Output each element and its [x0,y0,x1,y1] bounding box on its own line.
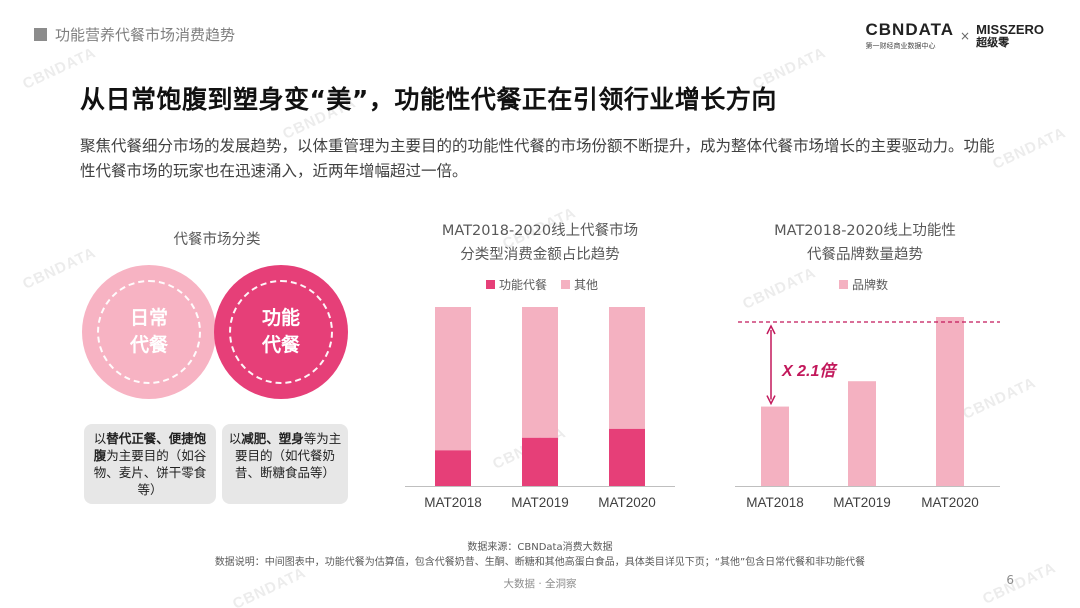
chart1-bar-functional [609,428,645,486]
chart2-title-line1: MAT2018-2020线上功能性 [774,223,956,239]
growth-annotation: X 2.1倍 [781,362,838,380]
circle-functional-meal-replacement: 功能代餐 [214,265,348,399]
data-source: 数据来源：CBNData消费大数据 [467,542,613,553]
misszero-logo-subtitle: 超级零 [976,35,1010,49]
dashed-ring [97,280,201,384]
legend-item: 其他 [561,276,598,293]
chart2-bar [936,317,964,486]
chart1-title-line1: MAT2018-2020线上代餐市场 [441,223,639,239]
chart1-x-tick-label: MAT2018 [424,495,482,510]
chart1-title-line2: 分类型消费金额占比趋势 [460,247,620,263]
legend-label: 其他 [574,278,599,292]
section-tag: 功能营养代餐市场消费趋势 [34,24,235,45]
legend-item: 品牌数 [839,276,888,293]
chart2-x-tick-label: MAT2020 [921,495,979,510]
legend-item: 功能代餐 [486,276,547,293]
legend-label: 品牌数 [852,278,889,292]
logo-group: CBNDATA 第一财经商业数据中心 × MISSZERO 超级零 [866,20,1045,51]
chart1-bar-other [435,307,471,451]
chart2-x-tick-label: MAT2018 [746,495,804,510]
dashed-ring [229,280,333,384]
chart1-legend: 功能代餐 其他 [486,276,612,293]
footer-slogan: 大数据 · 全洞察 [503,578,577,590]
box-text: 以 [228,431,242,446]
chart2-x-tick-label: MAT2019 [833,495,891,510]
logo-separator: × [960,28,971,43]
page-description: 聚焦代餐细分市场的发展趋势，以体重管理为主要目的的功能性代餐的市场份额不断提升，… [80,137,995,180]
circle-right-label: 功能代餐 [261,307,300,356]
chart1-title: MAT2018-2020线上代餐市场 分类型消费金额占比趋势 [400,219,680,267]
data-explanation: 数据说明：中间图表中，功能代餐为估算值，包含代餐奶昔、生酮、断糖和其他高蛋白食品… [214,557,866,568]
description-box-functional: 以减肥、塑身等为主要目的（如代餐奶昔、断糖食品等） [222,424,348,504]
page-number: 6 [1006,573,1014,587]
legend-swatch [561,280,571,289]
box-bold-text: 减肥、塑身 [241,431,304,446]
chart1-x-tick-label: MAT2020 [598,495,656,510]
chart2-bar [761,406,789,486]
cbndata-logo-subtitle: 第一财经商业数据中心 [865,42,936,50]
box-text: 等为主要目的（如代餐奶昔、断糖食品等） [234,431,342,480]
misszero-logo: MISSZERO 超级零 [976,21,1044,49]
legend-swatch [486,280,495,289]
section-square-icon [34,28,47,41]
page-title: 从日常饱腹到塑身变“美”，功能性代餐正在引领行业增长方向 [80,85,777,114]
chart2-legend: 品牌数 [839,276,902,293]
circle-daily-meal-replacement: 日常代餐 [82,265,216,399]
misszero-logo-text: MISSZERO [976,21,1044,37]
chart1-bar-functional [435,450,471,486]
box-text: 为主要目的（如谷物、麦片、饼干零食等） [93,448,207,497]
section-label: 功能营养代餐市场消费趋势 [55,26,236,44]
classification-title: 代餐市场分类 [173,232,261,248]
cbndata-logo: CBNDATA 第一财经商业数据中心 [866,20,955,51]
chart1-bar-other [522,307,558,438]
legend-label: 功能代餐 [499,278,548,292]
chart2-bar [848,381,876,486]
chart1-bar-functional [522,437,558,486]
box-bold-text: 替代正餐、便捷饱腹 [93,431,207,463]
description-box-daily: 以替代正餐、便捷饱腹为主要目的（如谷物、麦片、饼干零食等） [84,424,216,504]
cbndata-logo-text: CBNDATA [865,20,955,39]
legend-swatch [839,280,848,289]
circle-left-label: 日常代餐 [129,307,168,356]
growth-arrow-down-icon [766,395,776,406]
chart1-x-tick-label: MAT2019 [511,495,569,510]
chart1-bar-other [609,307,645,429]
chart2-title: MAT2018-2020线上功能性 代餐品牌数量趋势 [725,219,1005,267]
chart2-title-line2: 代餐品牌数量趋势 [807,247,923,263]
growth-arrow-up-icon [766,324,776,335]
box-text: 以 [93,431,107,446]
